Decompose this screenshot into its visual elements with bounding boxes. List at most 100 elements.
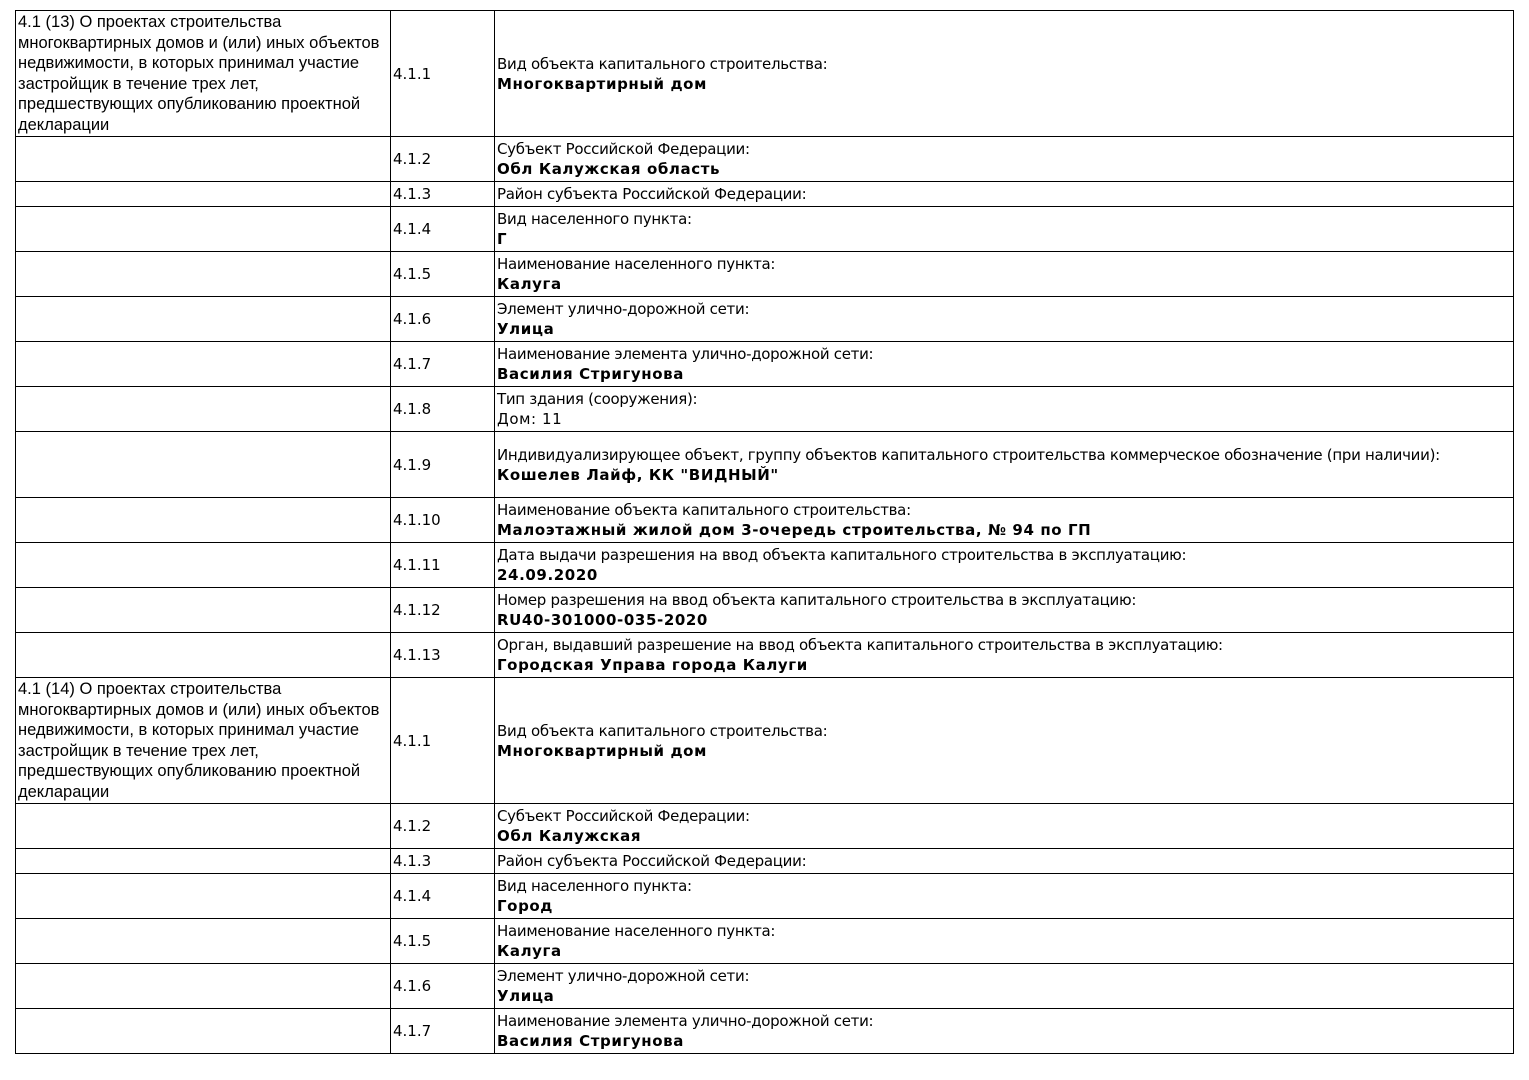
item-content: Наименование элемента улично-дорожной се… <box>494 1008 1514 1054</box>
item-number: 4.1.3 <box>390 181 495 207</box>
item-content: Орган, выдавший разрешение на ввод объек… <box>494 632 1514 678</box>
item-number: 4.1.6 <box>390 296 495 342</box>
item-content: Элемент улично-дорожной сети: Улица <box>494 963 1514 1009</box>
item-number: 4.1.7 <box>390 341 495 387</box>
item-label: Номер разрешения на ввод объекта капитал… <box>497 591 1137 609</box>
item-label: Вид объекта капитального строительства: <box>497 54 828 73</box>
item-label: Субъект Российской Федерации: <box>497 807 750 825</box>
item-value: Дом: 11 <box>497 410 563 428</box>
item-content: Индивидуализирующее объект, группу объек… <box>494 431 1514 498</box>
item-label: Орган, выдавший разрешение на ввод объек… <box>497 636 1223 654</box>
item-label: Наименование элемента улично-дорожной се… <box>497 1012 874 1030</box>
section-heading-cell <box>15 632 391 678</box>
item-value: Г <box>497 230 508 248</box>
item-value: Калуга <box>497 942 562 960</box>
item-number: 4.1.3 <box>390 848 495 874</box>
item-content: Субъект Российской Федерации: Обл Калужск… <box>494 803 1514 849</box>
item-label: Вид населенного пункта: <box>497 877 692 895</box>
item-content: Район субъекта Российской Федерации: <box>494 181 1514 207</box>
table-row: 4.1 (13) О проектах строительства многок… <box>15 10 1514 137</box>
item-value: Калуга <box>497 275 562 293</box>
table-row: 4.1.2 Субъект Российской Федерации: Обл Ка… <box>15 136 1514 182</box>
section-heading-cell <box>15 497 391 543</box>
table-row: 4.1.13 Орган, выдавший разрешение на ввод… <box>15 632 1514 678</box>
table-body: 4.1 (13) О проектах строительства многок… <box>15 10 1514 1054</box>
section-heading-cell <box>15 431 391 498</box>
section-heading-cell <box>15 386 391 432</box>
item-number: 4.1.9 <box>390 431 495 498</box>
table-row: 4.1.10 Наименование объекта капитального … <box>15 497 1514 543</box>
section-heading-cell <box>15 206 391 252</box>
item-content: Вид объекта капитального строительства: М… <box>494 677 1514 804</box>
item-number: 4.1.7 <box>390 1008 495 1054</box>
item-label: Дата выдачи разрешения на ввод объекта к… <box>497 546 1187 564</box>
section-heading-cell <box>15 296 391 342</box>
section-heading-cell <box>15 873 391 919</box>
item-label: Наименование населенного пункта: <box>497 922 776 940</box>
item-number: 4.1.12 <box>390 587 495 633</box>
item-number: 4.1.10 <box>390 497 495 543</box>
section-heading-cell <box>15 1008 391 1054</box>
table-row: 4.1.6 Элемент улично-дорожной сети: Улица <box>15 296 1514 342</box>
table-row: 4.1.4 Вид населенного пункта: Г <box>15 206 1514 252</box>
section-heading-cell <box>15 963 391 1009</box>
item-label: Индивидуализирующее объект, группу объек… <box>497 445 1440 464</box>
section-heading-cell <box>15 587 391 633</box>
section-heading-cell <box>15 803 391 849</box>
item-label: Район субъекта Российской Федерации: <box>497 185 807 203</box>
declaration-table: 4.1 (13) О проектах строительства многок… <box>15 10 1514 1054</box>
table-row: 4.1.3 Район субъекта Российской Федерации… <box>15 848 1514 874</box>
table-row: 4.1.5 Наименование населенного пункта: Кал… <box>15 251 1514 297</box>
item-value: Обл Калужская область <box>497 160 721 178</box>
item-label: Тип здания (сооружения): <box>497 390 698 408</box>
item-value: Василия Стригунова <box>497 365 684 383</box>
item-value: Город <box>497 897 554 915</box>
section-heading-cell: 4.1 (14) О проектах строительства многок… <box>15 677 391 804</box>
item-number: 4.1.2 <box>390 803 495 849</box>
table-row: 4.1.3 Район субъекта Российской Федерации… <box>15 181 1514 207</box>
item-content: Вид объекта капитального строительства: М… <box>494 10 1514 137</box>
item-content: Наименование населенного пункта: Калуга <box>494 251 1514 297</box>
table-row: 4.1.7 Наименование элемента улично-дорожн… <box>15 341 1514 387</box>
item-label: Наименование элемента улично-дорожной се… <box>497 345 874 363</box>
item-number: 4.1.4 <box>390 206 495 252</box>
section-heading-cell <box>15 542 391 588</box>
section-heading-cell: 4.1 (13) О проектах строительства многок… <box>15 10 391 137</box>
item-value: Улица <box>497 320 555 338</box>
item-number: 4.1.8 <box>390 386 495 432</box>
section-heading-cell <box>15 341 391 387</box>
section-heading-cell <box>15 181 391 207</box>
section-heading-cell <box>15 918 391 964</box>
item-content: Наименование объекта капитального строит… <box>494 497 1514 543</box>
item-label: Наименование населенного пункта: <box>497 255 776 273</box>
table-row: 4.1.2 Субъект Российской Федерации: Обл Ка… <box>15 803 1514 849</box>
item-value: Многоквартирный дом <box>497 741 707 760</box>
table-row: 4.1.11 Дата выдачи разрешения на ввод объ… <box>15 542 1514 588</box>
item-content: Наименование элемента улично-дорожной се… <box>494 341 1514 387</box>
item-number: 4.1.2 <box>390 136 495 182</box>
item-number: 4.1.1 <box>390 677 495 804</box>
item-value: Улица <box>497 987 555 1005</box>
table-row: 4.1.6 Элемент улично-дорожной сети: Улица <box>15 963 1514 1009</box>
item-label: Элемент улично-дорожной сети: <box>497 967 750 985</box>
section-heading-cell <box>15 251 391 297</box>
item-value: Многоквартирный дом <box>497 74 707 93</box>
item-value: Обл Калужская <box>497 827 642 845</box>
item-content: Дата выдачи разрешения на ввод объекта к… <box>494 542 1514 588</box>
table-row: 4.1.7 Наименование элемента улично-дорожн… <box>15 1008 1514 1054</box>
table-row: 4.1 (14) О проектах строительства многок… <box>15 677 1514 804</box>
item-label: Наименование объекта капитального строит… <box>497 501 911 519</box>
item-label: Район субъекта Российской Федерации: <box>497 852 807 870</box>
item-number: 4.1.5 <box>390 918 495 964</box>
item-number: 4.1.5 <box>390 251 495 297</box>
item-content: Наименование населенного пункта: Калуга <box>494 918 1514 964</box>
item-content: Вид населенного пункта: Г <box>494 206 1514 252</box>
item-value: Кошелев Лайф, КК "ВИДНЫЙ" <box>497 465 779 484</box>
section-heading-cell <box>15 136 391 182</box>
table-row: 4.1.9 Индивидуализирующее объект, группу … <box>15 431 1514 498</box>
table-row: 4.1.12 Номер разрешения на ввод объекта к… <box>15 587 1514 633</box>
item-label: Элемент улично-дорожной сети: <box>497 300 750 318</box>
item-value: Малоэтажный жилой дом 3-очередь строител… <box>497 521 1092 539</box>
table-row: 4.1.5 Наименование населенного пункта: Кал… <box>15 918 1514 964</box>
item-content: Элемент улично-дорожной сети: Улица <box>494 296 1514 342</box>
